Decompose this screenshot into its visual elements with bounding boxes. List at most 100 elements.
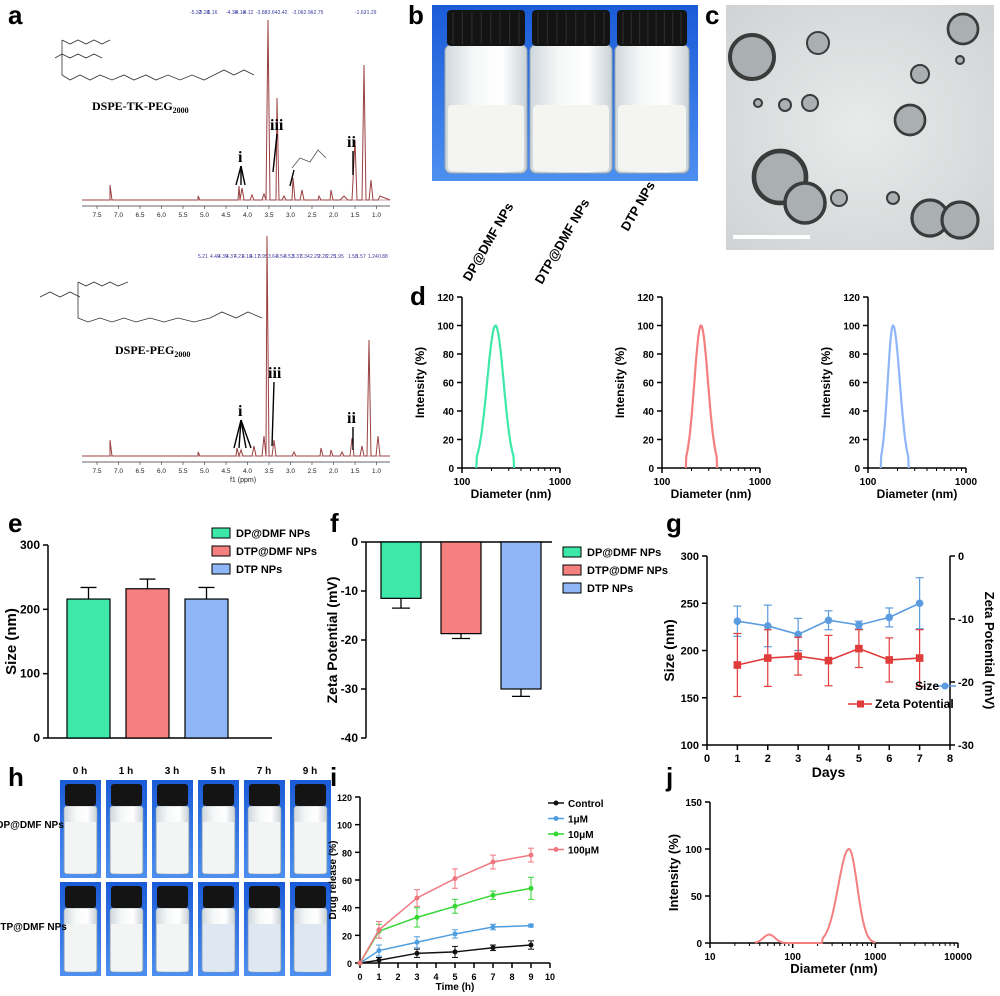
panel-label-d: d <box>410 281 426 311</box>
ppm-tick-label: 3.0 <box>286 212 295 219</box>
ppm-tick-label: 3.5 <box>264 212 273 219</box>
panel-d-y-tick-label: 0 <box>854 464 860 475</box>
panel-g-y2-label: Zeta Potential (mV) <box>982 592 997 710</box>
panel-d-x-tick-label: 100 <box>454 477 471 488</box>
panel-j-y-tick-label: 50 <box>691 892 703 903</box>
svg-text:-3.88: -3.88 <box>256 10 268 16</box>
tem-particle <box>830 189 848 207</box>
legend-marker <box>553 800 559 806</box>
legend-label: DTP NPs <box>587 583 633 595</box>
svg-text:3.53: 3.53 <box>284 254 294 260</box>
legend-swatch <box>562 564 582 576</box>
panel-g-x-tick-label: 2 <box>765 753 771 765</box>
legend-swatch <box>211 527 231 539</box>
data-point <box>528 885 534 891</box>
panel-j-y-tick-label: 100 <box>685 845 702 856</box>
ppm-tick-label: 7.5 <box>92 212 101 219</box>
svg-text:1.95: 1.95 <box>334 254 344 260</box>
tem-particle <box>946 12 980 46</box>
tem-particle <box>910 64 930 84</box>
vial-suspension <box>203 924 234 971</box>
data-point <box>915 599 924 608</box>
series-line-3 <box>359 854 532 964</box>
data-point <box>452 876 458 882</box>
bar-2 <box>500 541 542 690</box>
data-point <box>490 892 496 898</box>
ppm-tick-label: 1.0 <box>372 212 381 219</box>
tem-particle <box>806 31 830 55</box>
panel-g-y2-tick-label: 0 <box>958 551 964 563</box>
vial-cap <box>157 886 188 908</box>
panel-d-y-tick-label: 120 <box>637 293 654 304</box>
tem-particle <box>753 98 763 108</box>
data-point <box>855 621 863 629</box>
vial-cap <box>295 784 326 806</box>
panel-d-y-tick-label: 20 <box>849 436 861 447</box>
panel-d-y-tick-label: 40 <box>443 407 455 418</box>
data-point <box>490 924 496 930</box>
panel-d-y-tick-label: 0 <box>648 464 654 475</box>
ppm-tick-label: 1.5 <box>350 212 359 219</box>
nmr-spectrum-1: DSPE-TK-PEG2000 -5.32-5.28-5.16 -4.38-4.… <box>54 10 391 219</box>
svg-text:3.34: 3.34 <box>300 254 310 260</box>
panel-label-h: h <box>8 762 24 792</box>
data-point <box>763 654 772 662</box>
dls-curve-3 <box>879 324 910 469</box>
ppm-tick-label: 4.5 <box>221 468 230 475</box>
panel-h-vial-timecourse: 0 h 1 h 3 h 5 h 7 h 9 h DP@DMF NPs DTP@DMF NP… <box>0 766 331 976</box>
legend-marker <box>553 847 559 852</box>
legend-marker <box>553 831 559 837</box>
panel-d-y-tick-label: 40 <box>849 407 861 418</box>
panel-g-y-label: Size (nm) <box>661 619 677 681</box>
legend-label: Control <box>568 799 604 810</box>
data-point <box>824 656 833 665</box>
svg-text:4.18: 4.18 <box>242 254 252 260</box>
panel-d-y-tick-label: 100 <box>843 322 860 333</box>
legend-label: DP@DMF NPs <box>587 547 661 559</box>
svg-text:4.21: 4.21 <box>234 254 244 260</box>
legend-label: 10μM <box>568 830 594 841</box>
svg-text:4.37: 4.37 <box>226 254 236 260</box>
ppm-tick-label: 6.0 <box>157 212 166 219</box>
panel-g-y2-tick-label: -20 <box>958 677 974 689</box>
dls-curve-2 <box>684 324 719 469</box>
time-label-1: 1 h <box>119 766 133 777</box>
panel-f-y-tick-label: -30 <box>341 682 359 696</box>
panel-d-y-tick-label: 80 <box>443 350 455 361</box>
ppm-tick-label: 6.0 <box>157 468 166 475</box>
panel-d-y-tick-label: 40 <box>643 407 655 418</box>
panel-j-x-tick-label: 10 <box>704 952 716 963</box>
panel-i-x-tick-label: 9 <box>528 972 533 982</box>
svg-text:3.54: 3.54 <box>276 254 286 260</box>
vial-suspension <box>203 822 234 873</box>
data-point <box>528 923 534 929</box>
svg-text:-3.42: -3.42 <box>276 10 288 16</box>
panel-g-x-tick-label: 8 <box>947 753 953 765</box>
panel-d-y-tick-label: 60 <box>443 379 455 390</box>
ppm-tick-label: 2.5 <box>307 212 316 219</box>
vial-suspension <box>111 822 142 873</box>
panel-j-y-tick-label: 0 <box>696 939 702 950</box>
time-label-5: 9 h <box>303 766 317 777</box>
ppm-tick-label: 6.5 <box>135 212 144 219</box>
bar-1 <box>440 541 482 635</box>
vial-suspension <box>249 822 280 873</box>
data-point <box>490 945 496 951</box>
legend-marker <box>941 682 949 690</box>
panel-i-drug-release: 0 20 40 60 80 100 120 0 1 2 3 4 5 6 7 8 9 10 Drug release … <box>328 793 604 993</box>
panel-g-x-tick-label: 7 <box>917 753 923 765</box>
panel-f-y-tick-label: 0 <box>351 535 358 549</box>
time-label-3: 5 h <box>211 766 225 777</box>
legend-label: DTP@DMF NPs <box>587 565 668 577</box>
ppm-tick-label: 5.5 <box>178 468 187 475</box>
vial-label-dtp: DTP NPs <box>618 179 658 234</box>
vial-cap <box>157 784 188 806</box>
peak-annotation-iii-2: iii <box>268 365 282 382</box>
ppm-tick-label: 7.0 <box>114 468 123 475</box>
panel-label-f: f <box>330 508 339 538</box>
panel-label-b: b <box>408 0 424 30</box>
svg-text:1.57: 1.57 <box>356 254 366 260</box>
vial-suspension <box>295 924 326 971</box>
panel-d-y-label: Intensity (%) <box>613 347 627 418</box>
